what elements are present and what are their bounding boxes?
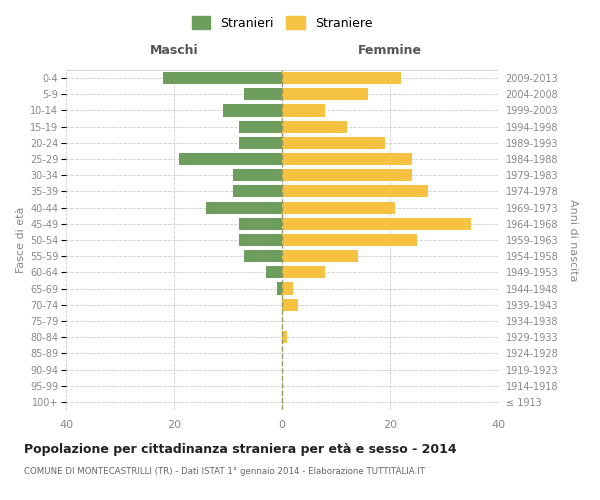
Bar: [282, 137, 385, 149]
Bar: [239, 137, 282, 149]
Bar: [282, 218, 471, 230]
Bar: [233, 169, 282, 181]
Bar: [282, 331, 287, 343]
Bar: [282, 169, 412, 181]
Bar: [239, 218, 282, 230]
Bar: [233, 186, 282, 198]
Text: Popolazione per cittadinanza straniera per età e sesso - 2014: Popolazione per cittadinanza straniera p…: [24, 442, 457, 456]
Y-axis label: Fasce di età: Fasce di età: [16, 207, 26, 273]
Bar: [206, 202, 282, 213]
Bar: [282, 298, 298, 311]
Bar: [282, 202, 395, 213]
Legend: Stranieri, Straniere: Stranieri, Straniere: [187, 11, 377, 35]
Text: Maschi: Maschi: [149, 44, 199, 57]
Bar: [277, 282, 282, 294]
Bar: [239, 234, 282, 246]
Bar: [282, 186, 428, 198]
Bar: [282, 153, 412, 165]
Bar: [282, 282, 293, 294]
Bar: [282, 120, 347, 132]
Bar: [244, 250, 282, 262]
Bar: [244, 88, 282, 101]
Bar: [282, 250, 358, 262]
Bar: [282, 234, 417, 246]
Text: COMUNE DI MONTECASTRILLI (TR) - Dati ISTAT 1° gennaio 2014 - Elaborazione TUTTIT: COMUNE DI MONTECASTRILLI (TR) - Dati IST…: [24, 468, 425, 476]
Bar: [179, 153, 282, 165]
Bar: [282, 104, 325, 117]
Bar: [282, 88, 368, 101]
Bar: [223, 104, 282, 117]
Text: Femmine: Femmine: [358, 44, 422, 57]
Bar: [266, 266, 282, 278]
Bar: [163, 72, 282, 84]
Bar: [239, 120, 282, 132]
Bar: [282, 266, 325, 278]
Y-axis label: Anni di nascita: Anni di nascita: [568, 198, 578, 281]
Bar: [282, 72, 401, 84]
